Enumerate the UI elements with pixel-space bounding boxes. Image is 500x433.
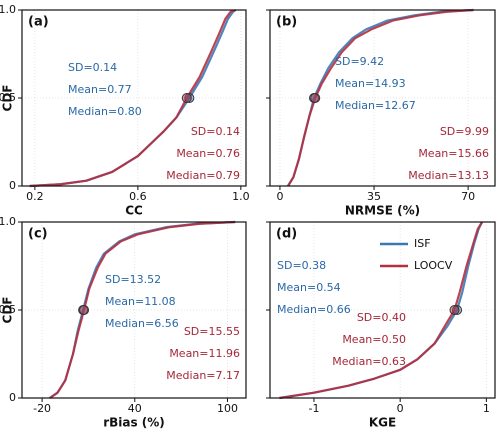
- panel-label: (b): [276, 15, 297, 30]
- x-axis-label: CC: [125, 204, 143, 218]
- panel-label: (c): [28, 227, 48, 242]
- stat-text: Median=6.56: [105, 317, 179, 330]
- y-tick-label: 0: [9, 391, 16, 404]
- stat-text: Mean=11.08: [105, 295, 176, 308]
- x-tick-label: 0.6: [129, 190, 147, 203]
- cdf-line: [287, 8, 474, 187]
- cdf-line: [279, 221, 484, 400]
- x-axis-label: NRMSE (%): [345, 204, 420, 218]
- x-tick-label: 100: [217, 402, 238, 415]
- stat-text: Mean=11.96: [169, 347, 240, 360]
- y-tick-label: 1.0: [0, 215, 16, 228]
- stat-text: SD=13.52: [105, 273, 161, 286]
- x-tick-label: 0.2: [26, 190, 44, 203]
- stat-text: SD=9.42: [335, 55, 384, 68]
- stat-text: Mean=14.93: [335, 77, 406, 90]
- plot-frame: [269, 9, 496, 187]
- median-marker: [181, 93, 192, 103]
- stat-text: SD=0.40: [357, 311, 406, 324]
- stat-text: SD=9.99: [440, 125, 489, 138]
- x-axis-label: rBias (%): [103, 416, 165, 430]
- plot-frame: [21, 221, 247, 399]
- y-axis-label: CDF: [1, 297, 15, 324]
- x-tick-label: -20: [33, 402, 51, 415]
- stat-text: Median=13.13: [408, 169, 489, 182]
- legend-label: LOOCV: [414, 259, 453, 272]
- stat-text: Mean=0.54: [277, 281, 341, 294]
- stat-text: Median=7.17: [166, 369, 240, 382]
- plot-frame: [21, 9, 247, 187]
- stat-text: Mean=15.66: [418, 147, 489, 160]
- stat-text: Mean=0.77: [68, 83, 132, 96]
- panel-label: (d): [276, 227, 297, 242]
- stat-text: SD=0.14: [191, 125, 240, 138]
- y-tick-label: 0.5: [0, 303, 16, 316]
- x-tick-label: 1: [483, 402, 490, 415]
- y-tick-label: 0.5: [0, 91, 16, 104]
- legend-label: ISF: [414, 237, 431, 250]
- y-axis-label: CDF: [1, 85, 15, 112]
- x-tick-label: 70: [461, 190, 475, 203]
- panel-label: (a): [28, 15, 49, 30]
- x-tick-label: 1.0: [232, 190, 250, 203]
- median-marker: [449, 305, 460, 315]
- x-tick-label: 40: [128, 402, 142, 415]
- stat-text: Median=0.63: [332, 355, 406, 368]
- stat-text: Median=0.66: [277, 303, 351, 316]
- cdf-line: [29, 8, 237, 188]
- stat-text: SD=15.55: [184, 325, 240, 338]
- stat-text: Mean=0.50: [342, 333, 406, 346]
- stat-text: Median=0.80: [68, 105, 142, 118]
- stat-text: SD=0.38: [277, 259, 326, 272]
- cdf-line: [49, 220, 236, 399]
- x-axis-label: KGE: [369, 416, 396, 430]
- median-marker: [310, 93, 321, 103]
- x-tick-label: 0: [397, 402, 404, 415]
- stat-text: Median=0.79: [166, 169, 240, 182]
- stat-text: Mean=0.76: [176, 147, 240, 160]
- median-marker: [79, 305, 90, 315]
- x-tick-label: 0: [276, 190, 283, 203]
- x-tick-label: -1: [308, 402, 319, 415]
- stat-text: Median=12.67: [335, 99, 416, 112]
- y-tick-label: 0: [9, 179, 16, 192]
- x-tick-label: 35: [367, 190, 381, 203]
- y-tick-label: 1.0: [0, 3, 16, 16]
- plot-frame: [269, 221, 496, 399]
- stat-text: SD=0.14: [68, 61, 117, 74]
